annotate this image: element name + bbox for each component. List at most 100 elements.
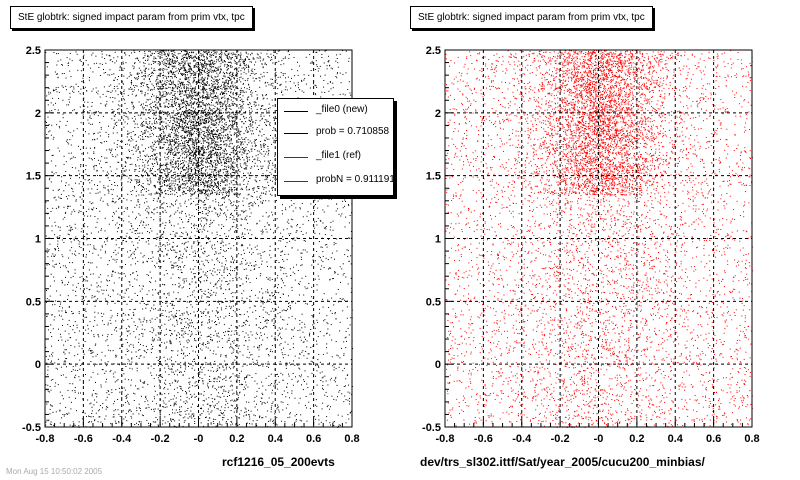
- data-point: [231, 316, 233, 317]
- data-point: [64, 353, 66, 355]
- data-point: [73, 195, 75, 197]
- data-point: [57, 384, 59, 386]
- data-point: [184, 76, 186, 78]
- data-point: [131, 88, 133, 90]
- data-point: [233, 86, 235, 88]
- data-point: [205, 118, 207, 119]
- data-point: [187, 94, 189, 95]
- data-point: [206, 93, 208, 95]
- data-point: [158, 169, 160, 171]
- data-point: [181, 58, 183, 59]
- data-point: [233, 179, 235, 181]
- data-point: [102, 369, 104, 371]
- data-point: [246, 66, 247, 68]
- data-point: [226, 174, 228, 176]
- data-point: [58, 188, 60, 190]
- data-point: [256, 181, 258, 183]
- data-point: [333, 425, 335, 426]
- data-point: [175, 104, 176, 106]
- data-point: [277, 388, 279, 390]
- data-point: [221, 178, 223, 180]
- data-point: [123, 98, 125, 100]
- data-point: [68, 184, 70, 186]
- data-point: [108, 192, 110, 194]
- data-point: [223, 73, 225, 75]
- data-point: [194, 87, 196, 89]
- data-point: [185, 93, 187, 95]
- data-point: [202, 70, 204, 71]
- data-point: [171, 58, 173, 60]
- data-point: [190, 167, 192, 168]
- data-point: [195, 197, 197, 199]
- data-point: [193, 326, 194, 328]
- data-point: [153, 68, 155, 70]
- data-point: [201, 225, 202, 227]
- data-point: [172, 249, 174, 251]
- data-point: [173, 87, 175, 89]
- data-point: [99, 286, 101, 288]
- data-point: [210, 55, 212, 57]
- data-point: [254, 265, 256, 267]
- data-point: [164, 63, 166, 65]
- data-point: [130, 253, 132, 255]
- data-point: [127, 319, 129, 321]
- data-point: [324, 74, 326, 76]
- data-point: [161, 172, 163, 173]
- data-point: [204, 185, 205, 187]
- data-point: [314, 199, 316, 201]
- data-point: [45, 355, 47, 357]
- data-point: [262, 67, 264, 69]
- data-point: [229, 95, 231, 96]
- data-point: [249, 351, 251, 353]
- data-point: [221, 113, 223, 114]
- data-point: [87, 106, 89, 108]
- data-point: [224, 123, 225, 125]
- data-point: [209, 53, 211, 55]
- data-point: [183, 111, 185, 113]
- data-point: [108, 134, 110, 136]
- data-point: [134, 112, 136, 114]
- data-point: [207, 104, 209, 106]
- data-point: [215, 321, 216, 322]
- data-point: [164, 170, 166, 172]
- data-point: [189, 126, 191, 128]
- data-point: [218, 253, 220, 255]
- data-point: [114, 185, 116, 186]
- data-point: [111, 334, 113, 335]
- data-point: [274, 166, 276, 168]
- data-point: [199, 272, 200, 274]
- data-point: [267, 82, 269, 84]
- data-point: [274, 293, 275, 295]
- data-point: [164, 58, 166, 60]
- data-point: [191, 169, 193, 171]
- data-point: [168, 55, 169, 57]
- data-point: [214, 244, 215, 246]
- data-point: [251, 334, 253, 336]
- data-point: [113, 410, 115, 412]
- data-point: [148, 87, 150, 89]
- data-point: [196, 129, 198, 130]
- data-point: [174, 99, 176, 101]
- data-point: [240, 148, 242, 150]
- data-point: [178, 181, 180, 183]
- data-point: [206, 72, 208, 74]
- data-point: [108, 394, 110, 396]
- data-point: [178, 286, 180, 288]
- data-point: [50, 181, 52, 183]
- data-point: [194, 88, 196, 90]
- data-point: [158, 138, 160, 140]
- data-point: [271, 194, 273, 196]
- data-point: [230, 160, 232, 162]
- data-point: [305, 303, 307, 305]
- data-point: [158, 265, 160, 267]
- data-point: [179, 277, 181, 279]
- data-point: [198, 192, 200, 194]
- data-point: [257, 154, 259, 156]
- data-point: [92, 202, 94, 204]
- data-point: [114, 86, 116, 87]
- data-point: [133, 146, 135, 148]
- data-point: [217, 88, 219, 90]
- data-point: [92, 139, 93, 141]
- data-point: [139, 151, 141, 153]
- data-point: [224, 100, 226, 102]
